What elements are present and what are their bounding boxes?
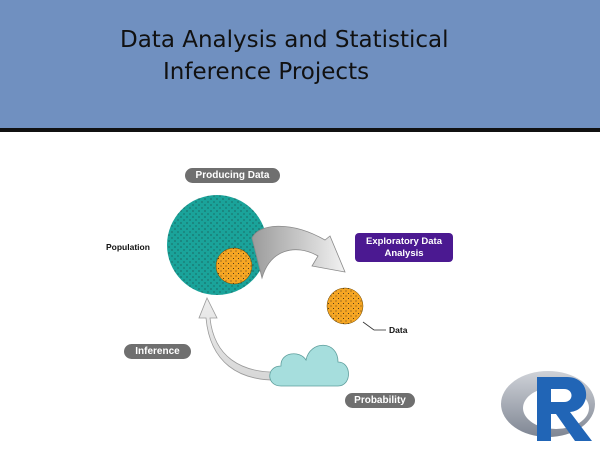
inference-label: Inference — [124, 344, 191, 359]
data-label: Data — [389, 325, 408, 335]
title-banner — [0, 0, 600, 128]
probability-label: Probability — [345, 393, 415, 408]
producing-data-label: Producing Data — [185, 168, 280, 183]
exploratory-label-line-2: Analysis — [384, 248, 424, 259]
page-title-line-1: Data Analysis and Statistical — [120, 27, 449, 53]
data-circle — [326, 287, 364, 325]
exploratory-label-line-1: Exploratory Data — [365, 236, 443, 247]
banner-divider — [0, 128, 600, 132]
page-title-line-2: Inference Projects — [163, 59, 370, 85]
inference-arrow — [198, 297, 283, 381]
data-leader-line — [362, 321, 375, 331]
population-circle — [167, 195, 267, 295]
exploratory-data-analysis-badge: Exploratory Data Analysis — [355, 233, 453, 262]
probability-cloud-icon — [269, 344, 349, 387]
producing-data-arrow — [251, 225, 346, 280]
sample-circle — [215, 247, 253, 285]
population-label: Population — [106, 242, 150, 252]
r-logo-icon — [501, 371, 595, 441]
